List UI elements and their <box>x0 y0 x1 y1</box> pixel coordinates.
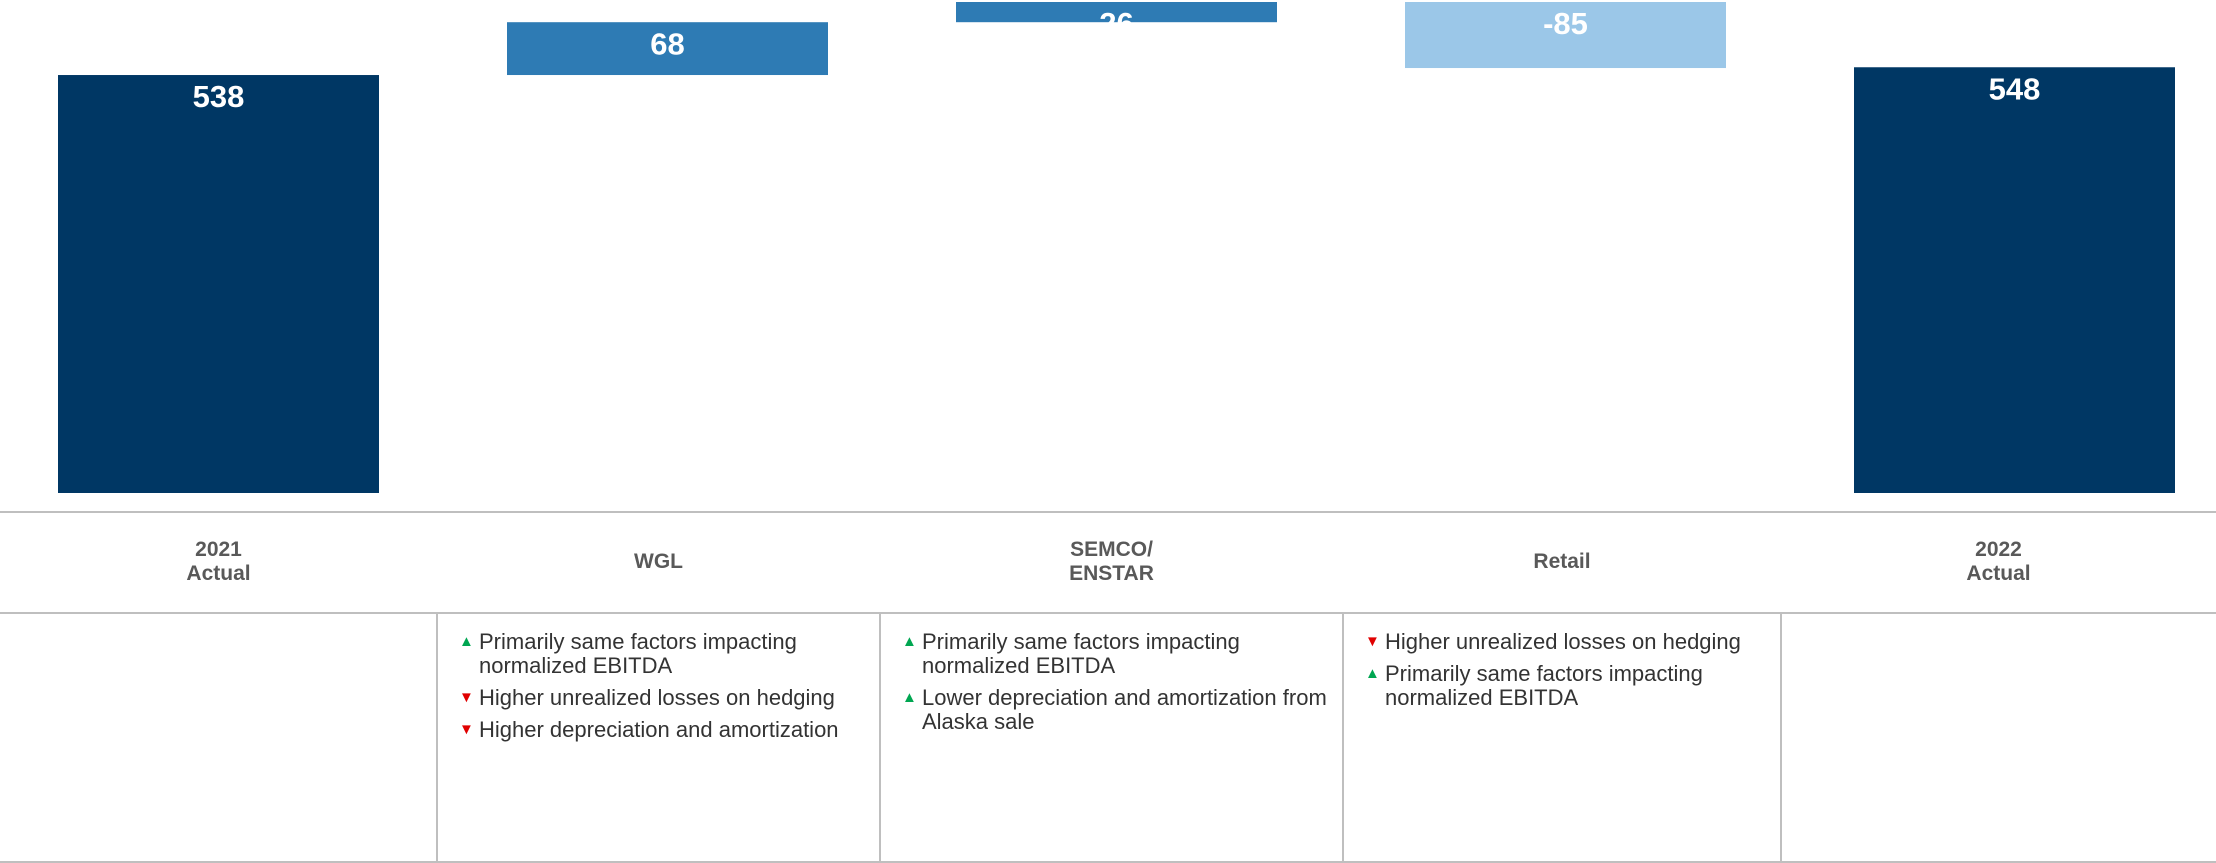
note-icon: ▲ <box>902 633 917 650</box>
notes-column: ▲ Primarily same factors impacting normal… <box>902 630 1337 742</box>
value-label: 68 <box>650 26 684 61</box>
note-item: ▲ Primarily same factors impacting normal… <box>902 630 1337 678</box>
category-label: 2021 Actual <box>186 538 251 585</box>
note-text: Higher unrealized losses on hedging <box>479 685 835 710</box>
category-label: WGL <box>634 550 683 573</box>
value-label: 26 <box>1099 6 1133 41</box>
category-label: 2022 Actual <box>1966 538 2031 585</box>
value-label: -85 <box>1543 6 1588 41</box>
bar <box>1854 67 2175 493</box>
note-icon: ▼ <box>459 689 474 706</box>
note-text: Higher unrealized losses on hedging <box>1385 629 1741 654</box>
notes-column: ▼ Higher unrealized losses on hedging ▲ Pri… <box>1365 630 1775 718</box>
note-text: Higher depreciation and amortization <box>479 717 839 742</box>
value-label: 548 <box>1989 71 2041 106</box>
note-text: Primarily same factors impacting normali… <box>479 629 797 678</box>
note-icon: ▼ <box>1365 633 1380 650</box>
note-item: ▼ Higher unrealized losses on hedging <box>459 686 874 710</box>
note-item: ▲ Lower depreciation and amortization fro… <box>902 686 1337 734</box>
note-text: Lower depreciation and amortization from… <box>922 685 1327 734</box>
bar <box>956 2 1277 23</box>
note-icon: ▲ <box>1365 665 1380 682</box>
note-item: ▲ Primarily same factors impacting normal… <box>459 630 874 678</box>
bar <box>58 75 379 494</box>
value-label: 538 <box>193 79 245 114</box>
notes-column: ▲ Primarily same factors impacting normal… <box>459 630 874 750</box>
category-label: Retail <box>1533 550 1591 573</box>
note-icon: ▼ <box>459 721 474 738</box>
note-icon: ▲ <box>902 689 917 706</box>
note-text: Primarily same factors impacting normali… <box>922 629 1240 678</box>
bar <box>507 22 828 76</box>
note-item: ▼ Higher depreciation and amortization <box>459 718 874 742</box>
note-item: ▼ Higher unrealized losses on hedging <box>1365 630 1775 654</box>
note-text: Primarily same factors impacting normali… <box>1385 661 1703 710</box>
bar <box>1405 2 1726 69</box>
note-item: ▲ Primarily same factors impacting normal… <box>1365 662 1775 710</box>
category-label: SEMCO/ ENSTAR <box>1069 538 1154 585</box>
note-icon: ▲ <box>459 633 474 650</box>
